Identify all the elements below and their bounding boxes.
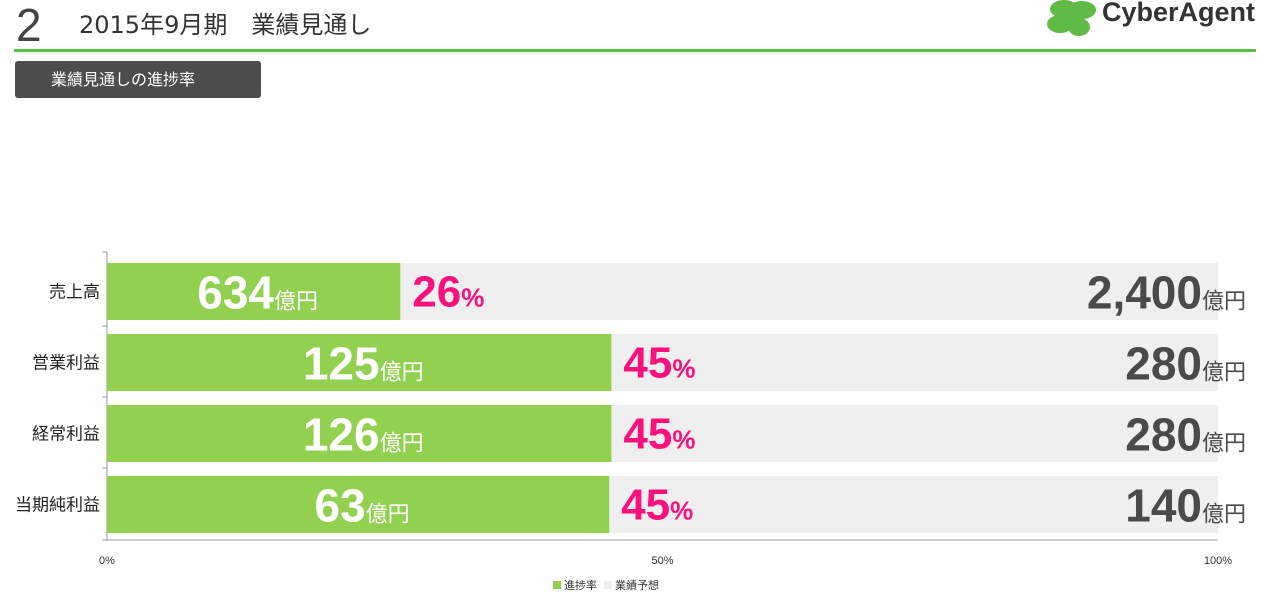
progress-bar	[107, 476, 610, 533]
page-number: 2	[16, 0, 42, 51]
forecast-amount: 280	[1125, 409, 1202, 461]
progress-amount: 634	[197, 267, 274, 319]
progress-amount-label: 63億円	[314, 480, 409, 532]
company-logo: CyberAgent	[1046, 0, 1255, 38]
progress-bar	[107, 405, 612, 462]
progress-bar	[107, 263, 401, 320]
forecast-unit: 億円	[1202, 290, 1246, 315]
forecast-amount-label: 2,400億円	[1087, 267, 1246, 319]
page-title: 2015年9月期 業績見通し	[79, 11, 372, 39]
progress-amount: 63	[314, 480, 365, 532]
legend-item-forecast: 業績予想	[604, 577, 659, 593]
chart-legend: 進捗率 業績予想	[553, 577, 666, 593]
legend-item-progress: 進捗率	[553, 577, 597, 593]
progress-amount-label: 634億円	[197, 267, 318, 319]
percent-unit: %	[461, 283, 484, 313]
forecast-unit: 億円	[1202, 503, 1246, 528]
progress-unit: 億円	[380, 361, 424, 386]
category-label: 経常利益	[32, 425, 100, 445]
percent-label: 26%	[412, 268, 484, 317]
percent-unit: %	[672, 354, 695, 384]
legend-swatch-icon	[553, 581, 561, 589]
forecast-amount: 280	[1125, 338, 1202, 390]
section-tab-label: 業績見通しの進捗率	[51, 70, 196, 89]
progress-unit: 億円	[366, 503, 410, 528]
x-tick-label: 0%	[99, 555, 115, 567]
legend-label: 業績予想	[615, 579, 659, 592]
legend-swatch-icon	[604, 581, 612, 589]
page-header: 2 2015年9月期 業績見通し CyberAgent	[0, 0, 1261, 52]
legend-label: 進捗率	[564, 579, 597, 592]
category-label: 売上高	[49, 283, 100, 303]
percent-value: 26	[412, 268, 461, 317]
forecast-amount: 2,400	[1087, 267, 1202, 319]
x-tick-label: 100%	[1204, 555, 1232, 567]
section-tab: 業績見通しの進捗率	[15, 61, 261, 98]
x-tick-label: 50%	[651, 555, 673, 567]
category-label: 当期純利益	[15, 496, 100, 516]
header-rule	[14, 49, 1256, 52]
forecast-amount-label: 140億円	[1125, 480, 1246, 532]
category-label: 営業利益	[32, 354, 100, 374]
percent-value: 45	[623, 339, 672, 388]
percent-value: 45	[621, 481, 670, 530]
progress-amount: 125	[303, 338, 380, 390]
progress-bar	[107, 334, 612, 391]
forecast-unit: 億円	[1202, 361, 1246, 386]
percent-unit: %	[672, 425, 695, 455]
progress-amount-label: 126億円	[303, 409, 424, 461]
progress-amount: 126	[303, 409, 380, 461]
clover-logo-icon	[1046, 0, 1096, 36]
progress-amount-label: 125億円	[303, 338, 424, 390]
progress-unit: 億円	[274, 290, 318, 315]
progress-unit: 億円	[380, 432, 424, 457]
forecast-amount: 140	[1125, 480, 1202, 532]
forecast-amount-label: 280億円	[1125, 338, 1246, 390]
percent-unit: %	[670, 496, 693, 526]
percent-value: 45	[623, 410, 672, 459]
percent-label: 45%	[621, 481, 693, 530]
percent-label: 45%	[623, 410, 695, 459]
forecast-unit: 億円	[1202, 432, 1246, 457]
forecast-amount-label: 280億円	[1125, 409, 1246, 461]
percent-label: 45%	[623, 339, 695, 388]
logo-text: CyberAgent	[1101, 0, 1255, 27]
